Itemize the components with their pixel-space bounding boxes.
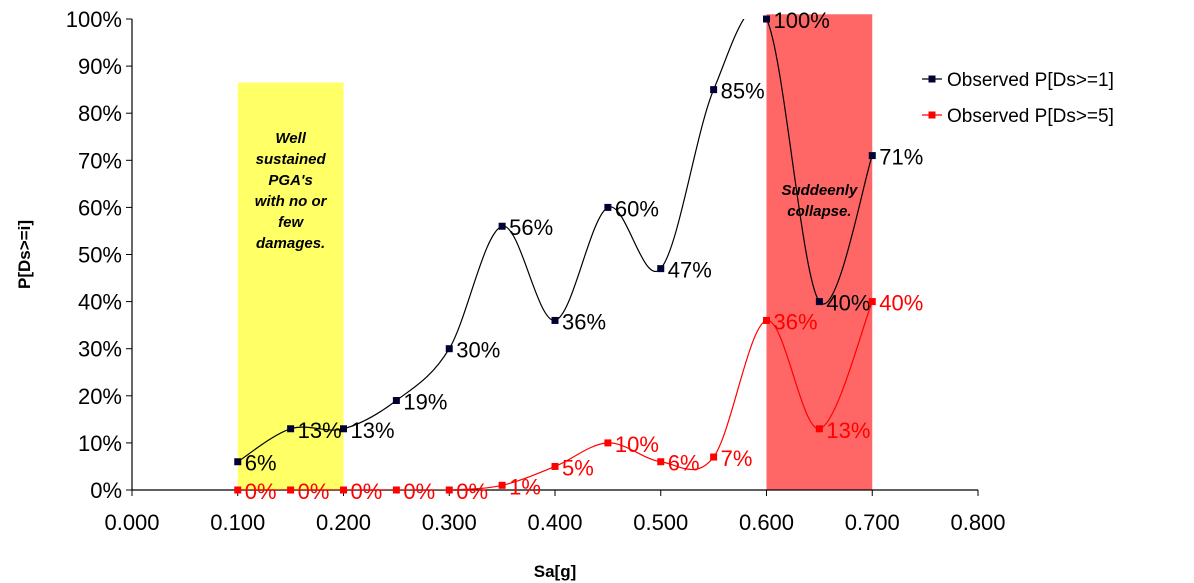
series-0-point <box>392 397 400 405</box>
series-0-point <box>868 152 876 160</box>
x-tick-label: 0.800 <box>950 510 1005 535</box>
series-0-point <box>340 425 347 433</box>
x-tick-label: 0.300 <box>422 510 477 535</box>
series-0-data-label: 60% <box>615 196 659 221</box>
series-0-point <box>445 345 453 353</box>
series-1-data-label: 5% <box>562 455 594 480</box>
highlight-region-0 <box>237 82 344 491</box>
series-1-data-label: 7% <box>721 446 753 471</box>
region-0-annotation-line: damages. <box>256 235 325 252</box>
y-tick-label: 60% <box>78 195 122 220</box>
series-1-line <box>237 301 873 490</box>
legend: Observed P[Ds>=1] Observed P[Ds>=5] <box>922 70 1114 127</box>
highlight-region-1 <box>766 14 873 490</box>
series-1-point <box>498 481 506 489</box>
series-1-point <box>815 425 823 433</box>
y-tick-label: 30% <box>78 337 122 362</box>
series-0-point <box>657 265 665 273</box>
series-1-point <box>287 486 295 494</box>
series-1-data-label: 6% <box>668 451 700 476</box>
series-0-data-label: 6% <box>245 451 277 476</box>
series-0-point <box>763 15 770 23</box>
series-0-point <box>710 86 718 94</box>
series-1-point <box>710 453 718 461</box>
region-0-annotation-line: sustained <box>256 151 327 168</box>
series-1-data-label: 1% <box>509 474 541 499</box>
series-1-point <box>234 486 242 494</box>
region-1-annotation-line: Suddeenly <box>781 182 858 199</box>
x-tick-label: 0.500 <box>633 510 688 535</box>
y-tick-label: 70% <box>78 148 122 173</box>
series-0-data-label: 85% <box>721 79 765 104</box>
y-axis-title: P[Ds>=i] <box>15 220 34 289</box>
series-1-data-label: 0% <box>298 479 330 504</box>
series-1-point <box>340 486 347 494</box>
legend-marker-1 <box>928 111 936 119</box>
series-1-data-label: 40% <box>879 291 923 316</box>
series-0-data-label: 19% <box>403 390 447 415</box>
region-0-annotation-line: few <box>278 214 304 231</box>
series-0-point <box>604 203 612 211</box>
legend-marker-0 <box>928 75 936 83</box>
x-axis-title: Sa[g] <box>534 562 577 581</box>
series-group: 6% 13% 13% 19% 30% 56% 36% 60% 47% 85% 100% 40% 71% 0… <box>234 8 923 504</box>
series-1-point <box>657 458 665 466</box>
series-1-point <box>763 316 770 324</box>
y-tick-label: 50% <box>78 243 122 268</box>
legend-label-1: Observed P[Ds>=5] <box>947 106 1114 127</box>
series-1-data-label: 36% <box>774 309 818 334</box>
series-1-point <box>551 462 559 470</box>
region-0-annotation-line: PGA's <box>268 172 312 189</box>
y-tick-label: 100% <box>66 7 122 32</box>
series-1-point <box>868 298 876 306</box>
region-1-annotation-line: collapse. <box>787 203 851 220</box>
x-tick-label: 0.200 <box>316 510 371 535</box>
series-0-data-label: 100% <box>774 8 830 33</box>
region-0-annotation-line: with no or <box>255 193 328 210</box>
series-0-data-label: 56% <box>509 215 553 240</box>
series-1-point <box>392 486 400 494</box>
y-tick-label: 10% <box>78 431 122 456</box>
y-tick-label: 20% <box>78 384 122 409</box>
y-tick-label: 80% <box>78 101 122 126</box>
series-0-data-label: 13% <box>351 418 395 443</box>
legend-label-0: Observed P[Ds>=1] <box>947 70 1114 91</box>
series-1-point <box>445 486 453 494</box>
y-tick-label: 0% <box>90 478 122 503</box>
x-tick-label: 0.700 <box>845 510 900 535</box>
series-0-data-label: 47% <box>668 258 712 283</box>
series-0-point <box>815 298 823 306</box>
x-tick-label: 0.000 <box>104 510 159 535</box>
series-1-data-label: 0% <box>456 479 488 504</box>
series-0-point <box>551 316 559 324</box>
x-tick-label: 0.100 <box>210 510 265 535</box>
series-0-data-label: 13% <box>298 418 342 443</box>
y-tick-label: 90% <box>78 54 122 79</box>
series-0-data-label: 30% <box>456 338 500 363</box>
series-1-point <box>604 439 612 447</box>
series-1-data-label: 0% <box>245 479 277 504</box>
region-0-annotation-line: Well <box>275 130 306 147</box>
region-annotations: Well sustained PGA's with no or few damages. S… <box>255 130 858 252</box>
series-0-point <box>287 425 295 433</box>
y-tick-label: 40% <box>78 290 122 315</box>
axes: 0% 10% 20% 30% 40% 50% 60% 70% 80% 90% 100% 0.000 0.… <box>66 7 1006 535</box>
series-1-data-label: 0% <box>351 479 383 504</box>
series-0-point <box>234 458 242 466</box>
series-0-data-label: 71% <box>879 145 923 170</box>
series-0-point <box>498 222 506 230</box>
series-0-data-label: 36% <box>562 309 606 334</box>
series-1-data-label: 0% <box>403 479 435 504</box>
x-tick-label: 0.400 <box>527 510 582 535</box>
highlight-regions <box>237 14 873 491</box>
series-1-data-label: 10% <box>615 432 659 457</box>
series-0-data-label: 40% <box>826 291 870 316</box>
x-tick-label: 0.600 <box>739 510 794 535</box>
series-1-data-label: 13% <box>826 418 870 443</box>
